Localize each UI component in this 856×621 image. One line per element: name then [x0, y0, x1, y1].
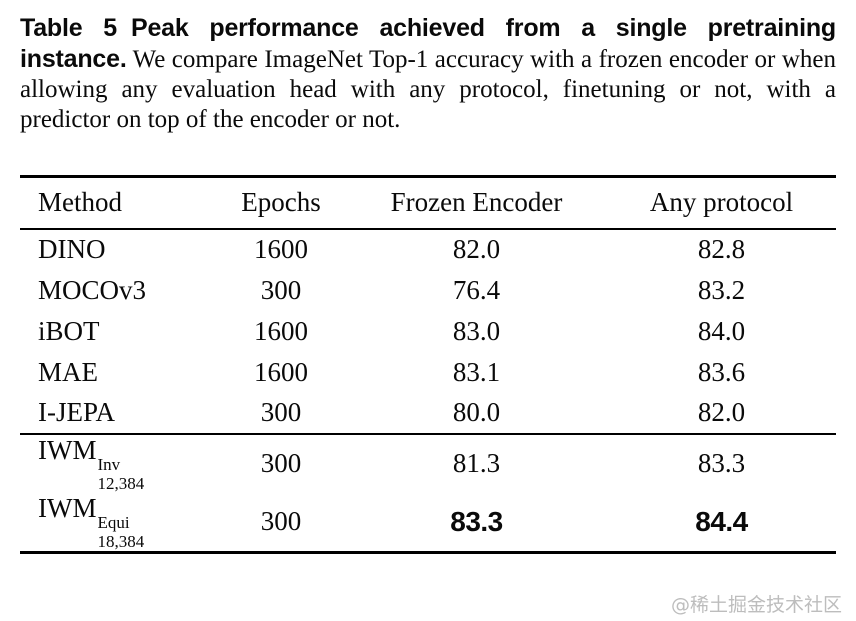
- frozen-encoder-cell: 82.0: [452, 234, 501, 264]
- column-header-epochs: Epochs: [241, 187, 321, 218]
- method-supsub: Equi 18,384: [97, 513, 144, 551]
- iwm-methods-group: IWM Inv 12,384 300 81.3 83.3 IWM Equi 18,384…: [20, 434, 836, 553]
- method-cell: IWM Inv 12,384: [20, 434, 216, 493]
- frozen-encoder-cell: 83.1: [452, 356, 501, 387]
- method-cell: I-JEPA: [38, 397, 116, 427]
- table-row: IWM Inv 12,384 300 81.3 83.3: [20, 434, 836, 493]
- results-table: Method Epochs Frozen Encoder Any protoco…: [20, 175, 836, 554]
- frozen-encoder-cell: 80.0: [452, 397, 501, 427]
- any-protocol-cell: 82.8: [697, 234, 746, 264]
- frozen-encoder-cell: 83.0: [452, 315, 501, 346]
- epochs-cell: 300: [260, 506, 302, 537]
- epochs-cell: 1600: [254, 356, 308, 387]
- any-protocol-cell: 82.0: [697, 397, 746, 427]
- method-supsub: Inv 12,384: [97, 455, 144, 493]
- caption-body: We compare ImageNet Top-1 accuracy with …: [20, 46, 836, 133]
- epochs-cell: 1600: [254, 315, 308, 346]
- baseline-methods-group: DINO 1600 82.0 82.8 MOCOv3 300 76.4 83.2…: [20, 229, 836, 434]
- epochs-cell: 300: [260, 274, 302, 305]
- column-header-any-protocol: Any protocol: [649, 187, 794, 218]
- epochs-cell: 1600: [254, 234, 308, 264]
- method-base: IWM: [38, 434, 97, 465]
- method-cell: DINO: [38, 234, 106, 264]
- method-cell: MOCOv3: [38, 274, 147, 305]
- any-protocol-cell: 83.2: [697, 274, 746, 305]
- frozen-encoder-cell: 76.4: [452, 274, 501, 305]
- method-cell: IWM Equi 18,384: [20, 493, 216, 553]
- epochs-cell: 300: [260, 397, 302, 427]
- table-row: DINO 1600 82.0 82.8: [20, 229, 836, 270]
- column-header-method: Method: [38, 187, 122, 218]
- method-cell: MAE: [38, 356, 98, 387]
- method-subscript: 12,384: [97, 473, 145, 493]
- any-protocol-cell: 83.6: [697, 356, 746, 387]
- frozen-encoder-cell: 83.3: [450, 505, 503, 537]
- method-superscript: Equi: [97, 512, 130, 532]
- column-header-frozen-encoder: Frozen Encoder: [390, 187, 563, 218]
- table-row: IWM Equi 18,384 300 83.3 84.4: [20, 493, 836, 553]
- method-base: IWM: [38, 492, 97, 523]
- epochs-cell: 300: [260, 448, 302, 479]
- method-superscript: Inv: [97, 454, 121, 474]
- any-protocol-cell: 84.4: [695, 505, 748, 537]
- caption-title: Peak performance achieved from a single …: [20, 14, 836, 73]
- method-subscript: 18,384: [97, 531, 145, 551]
- table-row: MAE 1600 83.1 83.6: [20, 352, 836, 393]
- caption-tag: Table 5: [20, 14, 117, 42]
- watermark: @稀土掘金技术社区: [670, 594, 842, 616]
- any-protocol-cell: 83.3: [697, 448, 746, 479]
- table-caption: Table 5 Peak performance achieved from a …: [20, 13, 836, 135]
- frozen-encoder-cell: 81.3: [452, 448, 501, 479]
- header-row: Method Epochs Frozen Encoder Any protoco…: [20, 177, 836, 229]
- table-row: MOCOv3 300 76.4 83.2: [20, 270, 836, 311]
- table-row: iBOT 1600 83.0 84.0: [20, 311, 836, 352]
- any-protocol-cell: 84.0: [697, 315, 746, 346]
- table-header: Method Epochs Frozen Encoder Any protoco…: [20, 177, 836, 229]
- method-cell: iBOT: [38, 315, 100, 346]
- table-row: I-JEPA 300 80.0 82.0: [20, 393, 836, 434]
